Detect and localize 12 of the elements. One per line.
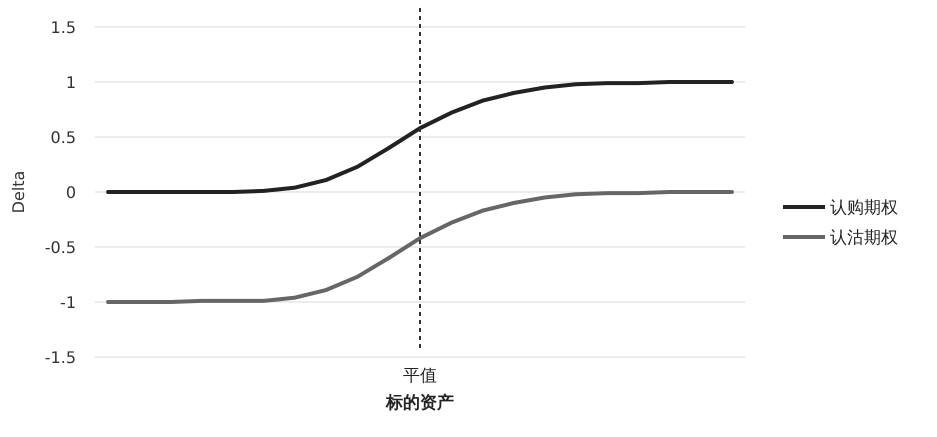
y-tick-label: 0: [66, 183, 76, 202]
legend-label: 认沽期权: [830, 228, 898, 248]
y-tick-label: 1: [66, 73, 76, 92]
y-tick-label: -1: [60, 293, 76, 312]
legend-label: 认购期权: [830, 198, 898, 218]
y-tick-label: 0.5: [50, 128, 76, 147]
y-tick-label: -0.5: [44, 238, 76, 257]
y-tick-label: -1.5: [44, 348, 76, 367]
y-axis-title: Delta: [9, 170, 28, 214]
x-axis-title: 标的资产: [385, 393, 454, 413]
y-tick-label: 1.5: [50, 18, 76, 37]
x-tick-label: 平值: [403, 366, 437, 386]
